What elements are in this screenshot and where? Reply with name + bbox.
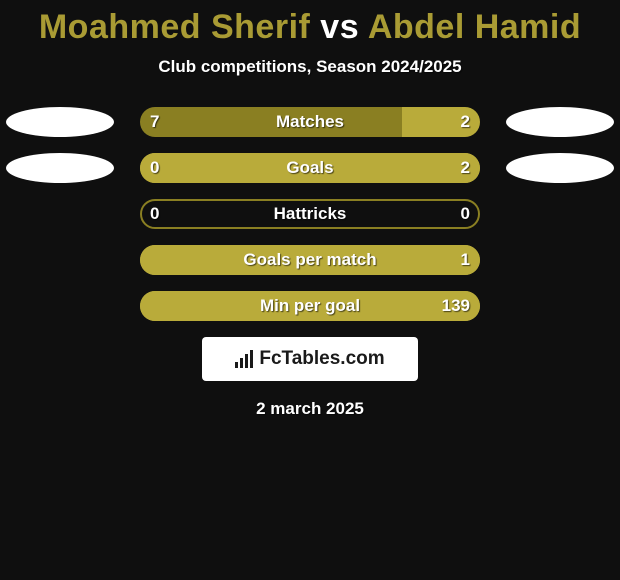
title-player1: Moahmed Sherif <box>39 8 310 46</box>
stat-row: Matches72 <box>0 107 620 137</box>
title-player2: Abdel Hamid <box>368 8 581 46</box>
player2-avatar <box>506 153 614 183</box>
stat-bar <box>140 107 480 137</box>
date-label: 2 march 2025 <box>0 399 620 419</box>
stat-bar-right <box>402 107 480 137</box>
stat-bar-right <box>140 245 480 275</box>
stat-bar <box>140 291 480 321</box>
title-vs: vs <box>320 8 359 46</box>
stat-row: Goals02 <box>0 153 620 183</box>
subtitle: Club competitions, Season 2024/2025 <box>0 57 620 77</box>
comparison-infographic: Moahmed Sherif vs Abdel Hamid Club compe… <box>0 0 620 580</box>
stat-bar-left <box>140 107 402 137</box>
player1-avatar <box>6 107 114 137</box>
player2-avatar <box>506 107 614 137</box>
stat-row: Hattricks00 <box>0 199 620 229</box>
page-title: Moahmed Sherif vs Abdel Hamid <box>0 0 620 47</box>
player1-avatar <box>6 153 114 183</box>
stat-bar-right <box>140 291 480 321</box>
stat-row: Min per goal139 <box>0 291 620 321</box>
branding-badge: FcTables.com <box>202 337 418 381</box>
stats-chart: Matches72 Goals02 Hattricks00 Goals per mat… <box>0 107 620 321</box>
stat-bar <box>140 199 480 229</box>
bar-chart-icon <box>235 350 253 368</box>
stat-bar-right <box>140 153 480 183</box>
stat-bar <box>140 153 480 183</box>
stat-row: Goals per match1 <box>0 245 620 275</box>
stat-bar <box>140 245 480 275</box>
branding-text: FcTables.com <box>259 348 384 370</box>
